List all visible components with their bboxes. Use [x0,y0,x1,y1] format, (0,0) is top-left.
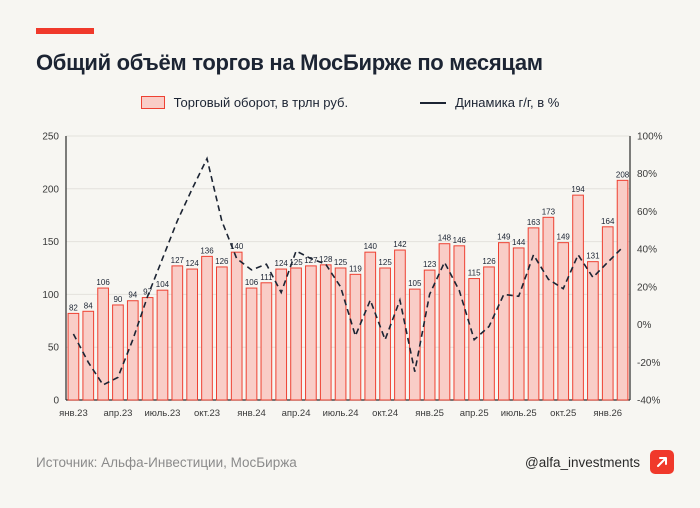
svg-text:40%: 40% [637,245,657,256]
svg-text:янв.25: янв.25 [415,408,444,419]
svg-text:126: 126 [215,257,229,266]
svg-text:янв.26: янв.26 [593,408,622,419]
svg-text:0%: 0% [637,320,652,331]
svg-text:апр.25: апр.25 [460,408,489,419]
svg-text:127: 127 [304,256,318,265]
svg-text:окт.24: окт.24 [372,408,398,419]
svg-text:104: 104 [156,280,170,289]
svg-text:100%: 100% [637,132,663,143]
svg-text:136: 136 [200,246,214,255]
svg-text:144: 144 [512,238,526,247]
svg-text:140: 140 [364,242,378,251]
source-text: Источник: Альфа-Инвестиции, МосБиржа [36,454,297,470]
svg-text:200: 200 [42,184,59,195]
svg-text:янв.23: янв.23 [59,408,88,419]
svg-text:105: 105 [408,279,422,288]
line-swatch-icon [420,101,447,104]
chart-legend: Торговый оборот, в трлн руб. Динамика г/… [0,95,700,110]
svg-text:173: 173 [542,207,556,216]
svg-text:100: 100 [42,290,59,301]
brand-handle: @alfa_investments [525,450,674,474]
svg-text:апр.24: апр.24 [282,408,311,419]
svg-text:124: 124 [185,259,199,268]
bar-swatch-icon [140,96,165,109]
svg-text:115: 115 [468,269,481,278]
svg-text:106: 106 [245,278,259,287]
svg-text:208: 208 [616,170,630,179]
svg-text:163: 163 [527,218,541,227]
svg-text:131: 131 [586,252,600,261]
svg-text:80%: 80% [637,169,657,180]
svg-text:149: 149 [497,233,511,242]
accent-bar [36,28,94,34]
svg-text:0: 0 [53,396,59,407]
footer: Источник: Альфа-Инвестиции, МосБиржа @al… [36,450,674,474]
svg-text:146: 146 [453,236,467,245]
svg-text:-40%: -40% [637,396,660,407]
svg-text:148: 148 [438,234,452,243]
svg-text:128: 128 [319,255,333,264]
svg-text:194: 194 [571,185,585,194]
svg-text:июль.23: июль.23 [145,408,181,419]
svg-text:150: 150 [42,237,59,248]
svg-text:97: 97 [143,288,152,297]
page-title: Общий объём торгов на МосБирже по месяца… [36,50,543,75]
svg-text:119: 119 [349,264,362,273]
svg-text:июль.24: июль.24 [323,408,359,419]
svg-text:127: 127 [171,256,185,265]
svg-text:июль.25: июль.25 [501,408,537,419]
svg-text:-20%: -20% [637,358,660,369]
svg-text:111: 111 [260,273,273,282]
svg-text:164: 164 [601,217,615,226]
svg-text:90: 90 [113,295,122,304]
svg-text:60%: 60% [637,207,657,218]
svg-text:142: 142 [393,240,407,249]
svg-text:апр.23: апр.23 [103,408,132,419]
svg-text:126: 126 [482,257,496,266]
svg-text:окт.25: окт.25 [550,408,576,419]
legend-item-line: Динамика г/г, в % [420,95,559,110]
svg-text:125: 125 [334,258,348,267]
svg-text:125: 125 [289,258,303,267]
svg-text:106: 106 [96,278,110,287]
trading-volume-chart: 0 50 100 150 200 250 -40% -20% 0% 20% 40% 60% 80% 100… [24,122,676,438]
svg-text:20%: 20% [637,282,657,293]
svg-text:149: 149 [557,233,571,242]
legend-bar-label: Торговый оборот, в трлн руб. [173,95,349,110]
svg-text:янв.24: янв.24 [237,408,266,419]
svg-text:123: 123 [423,260,437,269]
bar-line-chart-canvas: 0 50 100 150 200 250 -40% -20% 0% 20% 40% 60% 80% 100… [42,132,663,420]
svg-text:140: 140 [230,242,244,251]
legend-line-label: Динамика г/г, в % [455,95,560,110]
svg-text:82: 82 [69,303,78,312]
svg-text:250: 250 [42,132,59,143]
svg-text:94: 94 [128,291,137,300]
legend-item-bar: Торговый оборот, в трлн руб. [140,95,349,110]
svg-text:84: 84 [84,301,93,310]
svg-text:124: 124 [275,259,289,268]
svg-text:125: 125 [378,258,392,267]
svg-text:окт.23: окт.23 [194,408,220,419]
handle-text: @alfa_investments [524,454,640,470]
svg-text:50: 50 [48,343,60,354]
alfa-investments-logo-icon [650,450,674,474]
